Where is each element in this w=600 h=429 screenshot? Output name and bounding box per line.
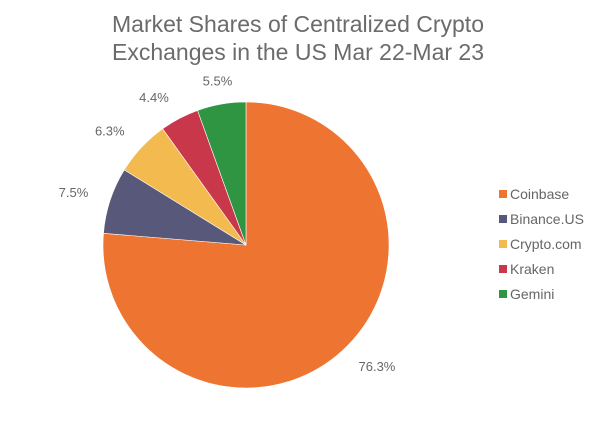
pie-slice-coinbase (102, 101, 390, 389)
chart-legend: Coinbase Binance.US Crypto.com Kraken Gemini (499, 186, 584, 302)
legend-swatch-gemini (499, 290, 507, 298)
legend-item-binance-us: Binance.US (499, 211, 584, 227)
legend-label-gemini: Gemini (510, 286, 554, 302)
legend-item-gemini: Gemini (499, 286, 554, 302)
legend-label-binance-us: Binance.US (510, 211, 584, 227)
data-label-binance-us: 7.5% (59, 185, 89, 200)
data-label-kraken: 4.4% (139, 90, 169, 105)
data-label-coinbase: 76.3% (359, 359, 396, 374)
data-label-crypto-com: 6.3% (95, 124, 125, 139)
legend-swatch-binance-us (499, 215, 507, 223)
legend-swatch-crypto-com (499, 240, 507, 248)
legend-swatch-kraken (499, 265, 507, 273)
legend-label-coinbase: Coinbase (510, 186, 569, 202)
legend-swatch-coinbase (499, 190, 507, 198)
legend-label-kraken: Kraken (510, 261, 554, 277)
chart-title-line-2: Exchanges in the US Mar 22-Mar 23 (112, 39, 484, 65)
chart-title: Market Shares of Centralized Crypto Exch… (112, 11, 484, 65)
legend-item-crypto-com: Crypto.com (499, 236, 582, 252)
pie-data-labels: 76.3% 7.5% 6.3% 4.4% 5.5% (59, 74, 396, 375)
data-label-gemini: 5.5% (203, 74, 233, 89)
pie-slices (102, 101, 390, 389)
pie-slice-gemini (197, 101, 247, 246)
legend-item-kraken: Kraken (499, 261, 554, 277)
legend-label-crypto-com: Crypto.com (510, 236, 582, 252)
legend-item-coinbase: Coinbase (499, 186, 569, 202)
chart-title-line-1: Market Shares of Centralized Crypto (112, 11, 484, 37)
